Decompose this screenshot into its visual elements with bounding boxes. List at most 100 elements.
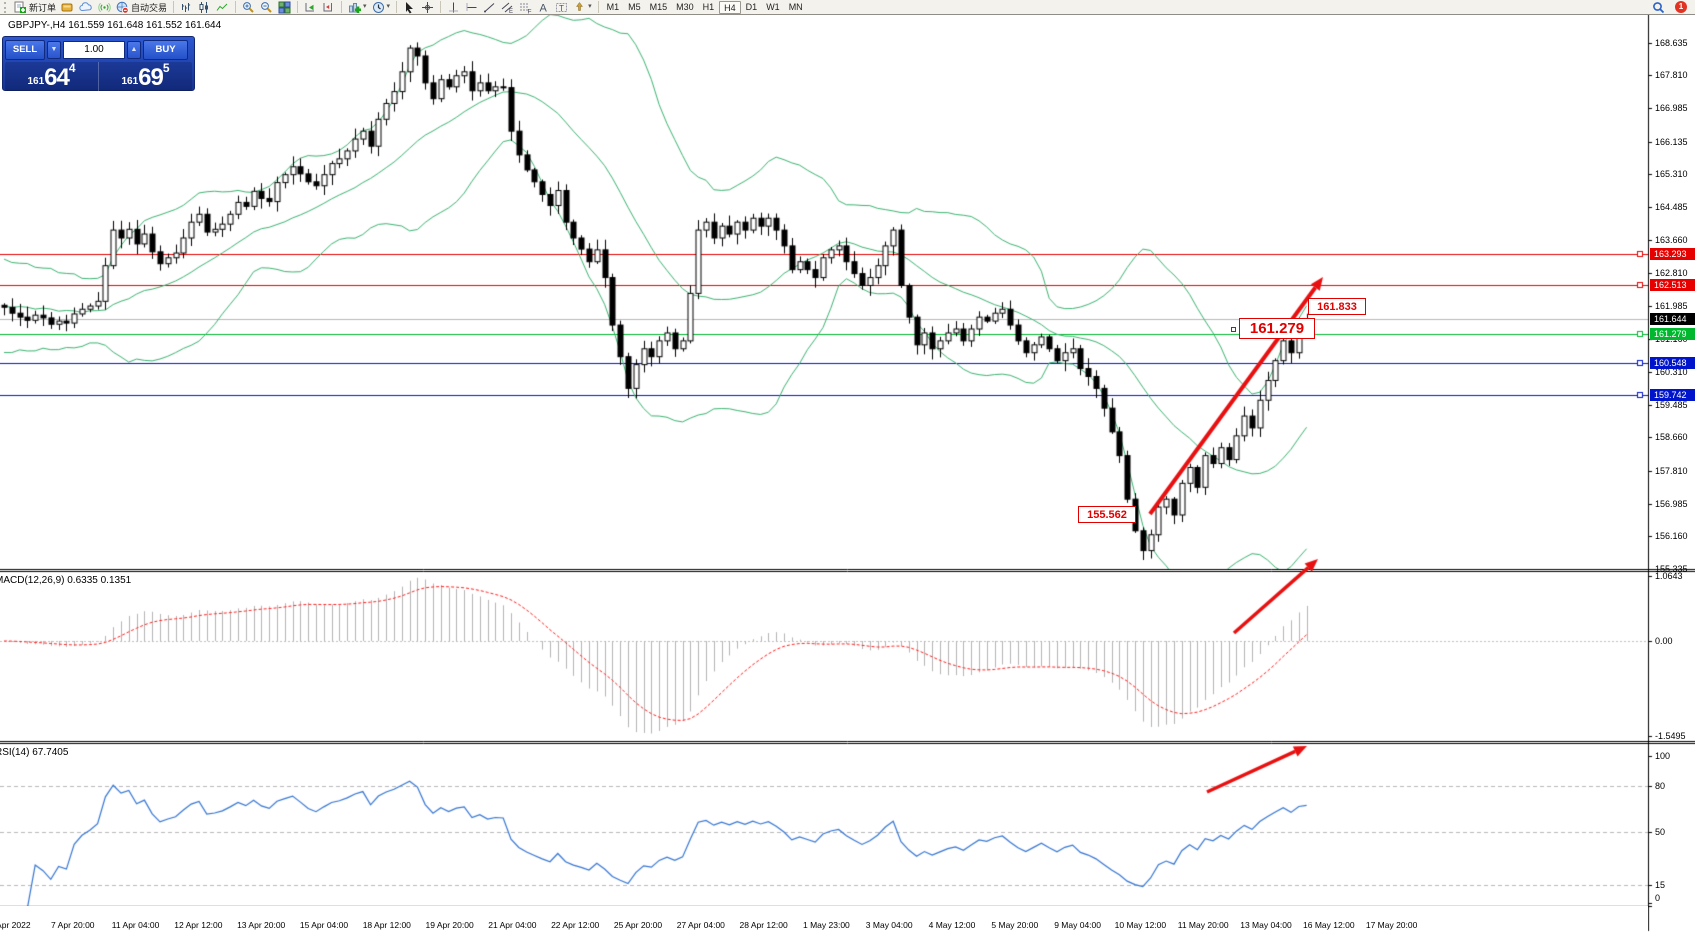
toolbar-zoom-out-button[interactable] [258, 0, 275, 14]
toolbar-line-chart-button[interactable] [214, 0, 231, 14]
candlestick-icon [198, 1, 211, 14]
sell-price-button[interactable]: 161 64 4 [5, 62, 98, 91]
axis-price-badge: 163.293 [1650, 248, 1695, 261]
price-axis-tick: 161.985 [1655, 300, 1688, 311]
price-axis-tick: 155.335 [1655, 564, 1688, 574]
toolbar-fibonacci-button[interactable]: F [517, 0, 534, 14]
toolbar-vertical-line-button[interactable] [445, 0, 462, 14]
timeframe-m15-button[interactable]: M15 [649, 1, 668, 12]
indicators-icon [348, 1, 362, 14]
svg-text:T: T [559, 3, 564, 12]
rsi-axis-tick: 15 [1655, 880, 1666, 891]
price-axis-tick: 156.160 [1655, 531, 1688, 542]
axis-price-badge: 160.548 [1650, 356, 1695, 369]
signal-icon [98, 1, 111, 14]
trendline-icon [483, 1, 496, 14]
volume-down-button[interactable]: ▼ [47, 41, 61, 59]
timeframe-w1-button[interactable]: W1 [766, 1, 780, 12]
sell-button[interactable]: SELL [5, 40, 45, 60]
main-toolbar: 新订单 自动交易 ▾ ▾ E F A T ▾ M1 M5 M15 M30 H1 H4 D1 W1 MN 1 [0, 0, 1695, 15]
toolbar-equidistant-channel-button[interactable]: E [499, 0, 516, 14]
toolbar-text-button[interactable]: A [535, 0, 552, 14]
toolbar-separator [341, 1, 343, 13]
rsi-axis-tick: 0 [1655, 893, 1661, 903]
axis-price-badge: 161.644 [1650, 313, 1695, 326]
timeframe-d1-button[interactable]: D1 [745, 1, 758, 12]
notifications-icon: 1 [1675, 1, 1687, 13]
chart-title: GBPJPY-,H4 161.559 161.648 161.552 161.6… [8, 20, 222, 31]
volume-up-button[interactable]: ▲ [127, 41, 141, 59]
buy-price-button[interactable]: 161 69 5 [99, 62, 192, 91]
price-axis-tick: 160.310 [1655, 367, 1688, 378]
toolbar-notifications-button[interactable]: 1 [1673, 0, 1689, 14]
volume-input[interactable]: 1.00 [63, 41, 125, 59]
toolbar-periods-button[interactable]: ▾ [370, 0, 393, 14]
toolbar-indicators-button[interactable]: ▾ [346, 0, 369, 14]
toolbar-horizontal-line-button[interactable] [463, 0, 480, 14]
timeframe-m1-button[interactable]: M1 [606, 1, 620, 12]
toolbar-auto-scroll-button[interactable] [302, 0, 319, 14]
time-axis[interactable]: 6 Apr 2022 7 Apr 20:00 11 Apr 04:00 12 Apr … [0, 906, 1648, 935]
timeframe-h1-button[interactable]: H1 [702, 1, 715, 12]
toolbar-new-order-label: 新订单 [29, 2, 57, 13]
timeframe-h4-button[interactable]: H4 [719, 0, 741, 14]
rsi-axis-tick: 50 [1655, 827, 1666, 837]
equidistant-channel-icon: E [501, 1, 514, 14]
time-axis-label: 27 Apr 04:00 [676, 920, 725, 930]
toolbar-signal-button[interactable] [96, 0, 113, 14]
toolbar-chart-shift-button[interactable] [320, 0, 337, 14]
toolbar-candlestick-button[interactable] [196, 0, 213, 14]
svg-text:A: A [540, 2, 548, 14]
price-axis-tick: 158.660 [1655, 432, 1688, 443]
time-axis-label: 15 Apr 04:00 [299, 920, 349, 930]
timeframe-mn-button[interactable]: MN [788, 1, 803, 12]
buy-price-big: 69 [138, 64, 164, 91]
time-axis-label: 21 Apr 04:00 [488, 920, 537, 930]
toolbar-zoom-in-button[interactable] [240, 0, 257, 14]
price-axis-tick: 159.485 [1655, 399, 1688, 410]
price-annotation[interactable]: 155.562 [1078, 506, 1136, 523]
toolbar-cursor-button[interactable] [401, 0, 418, 14]
toolbar-crosshair-button[interactable] [419, 0, 436, 14]
bar-chart-icon [180, 1, 193, 14]
cursor-icon [403, 1, 416, 14]
periods-icon [372, 1, 385, 14]
toolbar-auto-trading-button[interactable]: 自动交易 [114, 0, 169, 14]
buy-button[interactable]: BUY [143, 40, 188, 60]
toolbar-cloud-button[interactable] [77, 0, 95, 14]
toolbar-right-group: 1 [1650, 0, 1693, 14]
toolbar-separator [396, 1, 398, 13]
rsi-axis-tick: 100 [1655, 751, 1671, 761]
macd-axis-tick: 0.00 [1655, 636, 1673, 646]
toolbar-tile-windows-button[interactable] [276, 0, 293, 14]
timeframe-m30-button[interactable]: M30 [676, 1, 694, 12]
price-divider [98, 62, 99, 91]
annotation-anchor [1231, 327, 1236, 332]
toolbar-trendline-button[interactable] [481, 0, 498, 14]
rsi-axis-tick: 80 [1655, 781, 1666, 792]
macd-label: MACD(12,26,9) 0.6335 0.1351 [0, 575, 132, 586]
chart-profile-icon [61, 1, 74, 14]
toolbar-text-label-button[interactable]: T [553, 0, 570, 14]
time-axis-label: 7 Apr 20:00 [51, 920, 95, 930]
search-icon [1652, 1, 1665, 14]
price-axis-tick: 168.635 [1655, 37, 1688, 48]
svg-text:E: E [509, 9, 513, 14]
price-annotation[interactable]: 161.279 [1239, 318, 1315, 339]
timeframe-m5-button[interactable]: M5 [628, 1, 641, 12]
toolbar-arrows-button[interactable]: ▾ [571, 0, 594, 14]
toolbar-bar-chart-button[interactable] [178, 0, 195, 14]
sell-price-big: 64 [44, 64, 70, 91]
time-axis-label: 6 Apr 2022 [0, 920, 31, 930]
rsi-label: RSI(14) 67.7405 [0, 747, 69, 758]
toolbar-separator [597, 1, 599, 13]
toolbar-new-order-button[interactable]: 新订单 [12, 0, 58, 14]
svg-text:F: F [528, 8, 532, 14]
fibonacci-icon: F [519, 1, 532, 14]
toolbar-chart-profile-button[interactable] [59, 0, 76, 14]
price-annotation[interactable]: 161.833 [1308, 298, 1366, 315]
toolbar-search-button[interactable] [1650, 0, 1667, 14]
macd-axis-tick: -1.5495 [1655, 730, 1686, 741]
